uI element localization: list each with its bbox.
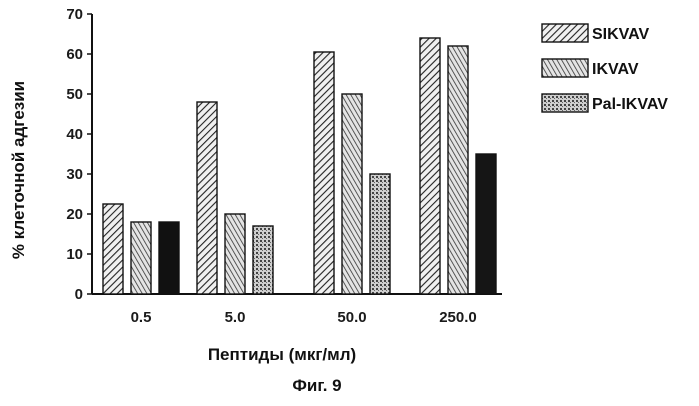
bar-pal-ikvav-50.0 — [370, 174, 390, 294]
bar-ikvav-250.0 — [448, 46, 468, 294]
y-tick-label: 50 — [66, 86, 83, 103]
legend-label-sikvav: SIKVAV — [592, 26, 650, 43]
bar-sikvav-0.5 — [103, 204, 123, 294]
legend-swatch-sikvav — [542, 24, 588, 42]
bar-pal-ikvav-5.0 — [253, 226, 273, 294]
y-ticks: 0 10 20 30 40 50 60 70 — [66, 6, 92, 303]
bar-ikvav-0.5 — [131, 222, 151, 294]
y-tick-label: 40 — [66, 126, 83, 143]
y-tick-label: 20 — [66, 206, 83, 223]
x-tick-label: 0.5 — [131, 309, 152, 326]
x-axis-title: Пептиды (мкг/мл) — [208, 345, 356, 364]
x-tick-label: 5.0 — [225, 309, 246, 326]
bars — [103, 38, 496, 294]
bar-pal-ikvav-0.5 — [159, 222, 179, 294]
bar-sikvav-50.0 — [314, 52, 334, 294]
y-tick-label: 0 — [75, 286, 83, 303]
legend-label-pal-ikvav: Pal-IKVAV — [592, 96, 668, 113]
legend-swatch-pal-ikvav — [542, 94, 588, 112]
y-tick-label: 70 — [66, 6, 83, 23]
bar-sikvav-5.0 — [197, 102, 217, 294]
y-axis-title: % клеточной адгезии — [9, 81, 28, 259]
figure-caption: Фиг. 9 — [292, 376, 341, 395]
x-ticks: 0.5 5.0 50.0 250.0 — [131, 309, 477, 326]
x-tick-label: 250.0 — [439, 309, 477, 326]
legend: SIKVAV IKVAV Pal-IKVAV — [542, 24, 668, 113]
bar-pal-ikvav-250.0 — [476, 154, 496, 294]
bar-ikvav-5.0 — [225, 214, 245, 294]
x-tick-label: 50.0 — [337, 309, 366, 326]
y-tick-label: 30 — [66, 166, 83, 183]
y-tick-label: 60 — [66, 46, 83, 63]
bar-ikvav-50.0 — [342, 94, 362, 294]
legend-label-ikvav: IKVAV — [592, 61, 639, 78]
legend-swatch-ikvav — [542, 59, 588, 77]
y-tick-label: 10 — [66, 246, 83, 263]
bar-sikvav-250.0 — [420, 38, 440, 294]
